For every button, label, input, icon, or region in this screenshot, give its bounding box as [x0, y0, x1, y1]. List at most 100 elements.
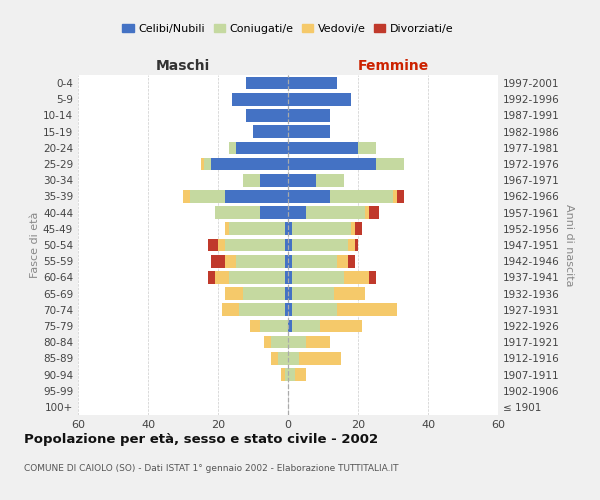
Bar — [284, 222, 288, 235]
Bar — [284, 271, 288, 283]
Bar — [218, 238, 225, 252]
Bar — [288, 93, 351, 106]
Bar — [292, 271, 344, 283]
Bar — [246, 109, 288, 122]
Bar — [292, 255, 337, 268]
Bar — [284, 288, 288, 300]
Bar — [229, 271, 284, 283]
Bar — [229, 142, 235, 154]
Bar — [368, 206, 379, 219]
Bar — [393, 190, 397, 202]
Bar — [334, 288, 365, 300]
Bar — [288, 271, 292, 283]
Bar — [250, 320, 260, 332]
Bar — [288, 320, 292, 332]
Bar — [260, 206, 288, 219]
Bar — [365, 206, 368, 219]
Bar — [292, 304, 337, 316]
Bar — [299, 352, 341, 364]
Bar — [288, 255, 292, 268]
Bar — [211, 158, 288, 170]
Bar — [355, 238, 358, 252]
Bar — [277, 352, 288, 364]
Bar — [358, 142, 376, 154]
Bar — [288, 77, 337, 90]
Bar — [288, 304, 292, 316]
Text: Maschi: Maschi — [156, 60, 210, 74]
Bar — [295, 368, 305, 381]
Bar — [288, 336, 305, 348]
Bar — [305, 336, 330, 348]
Bar — [183, 190, 190, 202]
Bar — [288, 288, 292, 300]
Bar — [351, 222, 355, 235]
Bar — [225, 222, 229, 235]
Bar — [271, 352, 277, 364]
Bar — [190, 190, 225, 202]
Bar — [235, 142, 288, 154]
Bar — [208, 271, 215, 283]
Bar — [337, 255, 347, 268]
Bar — [232, 93, 288, 106]
Bar — [211, 255, 225, 268]
Bar — [292, 288, 334, 300]
Bar — [242, 288, 284, 300]
Bar — [288, 109, 330, 122]
Bar — [225, 255, 235, 268]
Bar — [347, 255, 355, 268]
Bar — [246, 77, 288, 90]
Bar — [288, 158, 376, 170]
Bar — [288, 126, 330, 138]
Bar — [288, 222, 292, 235]
Bar — [281, 368, 284, 381]
Bar — [288, 368, 295, 381]
Bar — [200, 158, 204, 170]
Text: Femmine: Femmine — [358, 60, 428, 74]
Text: Popolazione per età, sesso e stato civile - 2002: Popolazione per età, sesso e stato civil… — [24, 432, 378, 446]
Bar — [292, 320, 320, 332]
Bar — [347, 238, 355, 252]
Bar — [288, 206, 305, 219]
Bar — [305, 206, 365, 219]
Bar — [284, 304, 288, 316]
Bar — [284, 368, 288, 381]
Text: COMUNE DI CAIOLO (SO) - Dati ISTAT 1° gennaio 2002 - Elaborazione TUTTITALIA.IT: COMUNE DI CAIOLO (SO) - Dati ISTAT 1° ge… — [24, 464, 398, 473]
Bar — [316, 174, 344, 186]
Bar — [263, 336, 271, 348]
Bar — [344, 271, 368, 283]
Bar — [397, 190, 404, 202]
Bar — [284, 238, 288, 252]
Bar — [253, 126, 288, 138]
Bar — [221, 304, 239, 316]
Bar — [260, 174, 288, 186]
Bar — [204, 158, 211, 170]
Bar — [288, 174, 316, 186]
Bar — [271, 336, 288, 348]
Bar — [208, 238, 218, 252]
Bar — [320, 320, 361, 332]
Bar — [225, 288, 242, 300]
Bar — [239, 304, 284, 316]
Bar — [229, 222, 284, 235]
Bar — [376, 158, 404, 170]
Bar — [242, 174, 260, 186]
Legend: Celibi/Nubili, Coniugati/e, Vedovi/e, Divorziati/e: Celibi/Nubili, Coniugati/e, Vedovi/e, Di… — [118, 20, 458, 38]
Bar — [284, 255, 288, 268]
Bar — [215, 206, 260, 219]
Bar — [260, 320, 288, 332]
Bar — [225, 238, 284, 252]
Bar — [292, 238, 347, 252]
Bar — [288, 190, 330, 202]
Bar — [235, 255, 284, 268]
Bar — [337, 304, 397, 316]
Y-axis label: Anni di nascita: Anni di nascita — [563, 204, 574, 286]
Bar — [215, 271, 229, 283]
Bar — [355, 222, 361, 235]
Bar — [292, 222, 351, 235]
Bar — [288, 238, 292, 252]
Bar — [288, 352, 299, 364]
Bar — [288, 142, 358, 154]
Y-axis label: Fasce di età: Fasce di età — [30, 212, 40, 278]
Bar — [225, 190, 288, 202]
Bar — [368, 271, 376, 283]
